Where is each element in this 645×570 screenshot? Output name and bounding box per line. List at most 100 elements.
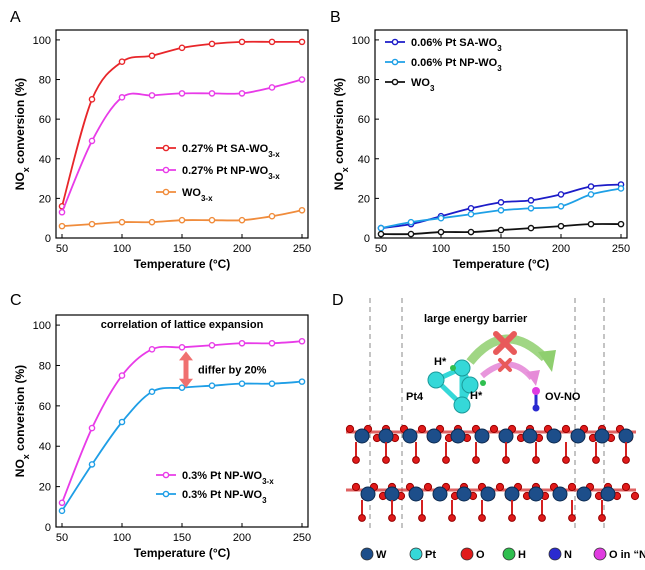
data-point	[527, 224, 535, 232]
data-point	[208, 40, 216, 48]
data-point	[268, 84, 276, 91]
x-tick-label: 250	[293, 532, 311, 544]
difference-arrowhead-up	[179, 351, 193, 361]
data-point	[268, 38, 276, 46]
y-tick-label: 20	[358, 193, 370, 205]
n-atom	[532, 404, 540, 412]
h-atom-left	[450, 365, 456, 371]
data-point	[118, 94, 126, 101]
data-point	[238, 90, 246, 97]
data-point	[557, 222, 565, 230]
y-tick-label: 100	[33, 35, 51, 47]
data-point	[178, 44, 186, 52]
data-point	[298, 378, 306, 385]
x-tick-label: 150	[492, 243, 510, 255]
data-point	[437, 228, 445, 236]
panel-letter-c: C	[10, 292, 22, 309]
data-point	[298, 76, 306, 83]
data-point	[148, 346, 156, 353]
legend-swatch-marker	[162, 471, 170, 479]
atom-legend-label: H	[518, 549, 526, 561]
x-tick-label: 150	[173, 243, 191, 255]
data-point	[587, 220, 595, 228]
atom-legend-label: O	[476, 549, 485, 561]
data-point	[118, 372, 126, 379]
x-tick-label: 200	[233, 243, 251, 255]
data-point	[178, 90, 186, 97]
y-tick-label: 80	[39, 360, 51, 372]
data-point	[377, 230, 385, 238]
legend-swatch-marker	[162, 490, 170, 498]
data-point	[208, 382, 216, 389]
atom-legend-swatch	[593, 547, 607, 561]
label-h-right: H*	[470, 390, 483, 402]
x-tick-label: 50	[375, 243, 387, 255]
y-axis-title: NOx conversion (%)	[13, 365, 31, 477]
data-point	[467, 228, 475, 236]
data-point	[497, 226, 505, 234]
atom-legend-swatch	[548, 547, 562, 561]
data-point	[557, 203, 565, 210]
y-tick-label: 20	[39, 193, 51, 205]
legend-swatch-marker	[162, 144, 170, 152]
data-point	[298, 206, 306, 214]
h-atom-right	[480, 380, 486, 386]
x-tick-label: 50	[56, 243, 68, 255]
chart-annotation-title: correlation of lattice expansion	[101, 319, 264, 331]
data-point	[178, 344, 186, 351]
data-point	[208, 341, 216, 349]
difference-arrowhead-down	[179, 378, 193, 388]
atom-legend-label: W	[376, 549, 387, 561]
atom-legend-label: Pt	[425, 549, 436, 561]
atom-legend-label: N	[564, 549, 572, 561]
data-point	[88, 96, 96, 103]
data-point	[238, 380, 246, 387]
legend-swatch-marker	[391, 78, 399, 86]
data-point	[148, 52, 156, 60]
blocked-x-small	[498, 358, 512, 372]
y-tick-label: 60	[39, 401, 51, 413]
difference-label: differ by 20%	[198, 365, 267, 377]
legend-label: 0.27% Pt SA-WO3-x	[182, 143, 280, 159]
data-point	[587, 191, 595, 198]
data-point	[118, 58, 126, 65]
atom-legend-swatch	[360, 547, 374, 561]
x-tick-label: 50	[56, 532, 68, 544]
x-tick-label: 100	[113, 243, 131, 255]
data-point	[178, 384, 186, 391]
data-point	[587, 183, 595, 190]
series-line	[61, 40, 303, 207]
schematic-title: large energy barrier	[424, 313, 528, 325]
legend-swatch-marker	[162, 188, 170, 196]
data-point	[407, 230, 415, 238]
x-tick-label: 100	[113, 532, 131, 544]
atom-legend-swatch	[409, 547, 423, 561]
legend-label: 0.06% Pt NP-WO3	[411, 57, 502, 73]
o-in-no-atom	[532, 387, 540, 395]
pt4-cluster	[427, 359, 479, 414]
data-point	[88, 220, 96, 228]
panel-letter-b: B	[330, 9, 341, 26]
atom-legend-label: O in “NO”	[609, 549, 645, 561]
y-axis-title: NOx conversion (%)	[13, 78, 31, 190]
legend-label: WO3-x	[182, 187, 213, 203]
plot-frame	[55, 29, 309, 239]
data-point	[148, 218, 156, 226]
legend-label: WO3	[411, 77, 435, 93]
data-point	[437, 214, 445, 222]
legend-swatch-marker	[162, 166, 170, 174]
y-tick-label: 100	[352, 35, 370, 47]
x-axis-title: Temperature (°C)	[134, 257, 231, 271]
label-ov-no: OV-NO	[545, 391, 581, 403]
data-point	[407, 218, 415, 226]
legend-label: 0.3% Pt NP-WO3-x	[182, 470, 274, 486]
data-point	[58, 507, 66, 515]
data-point	[617, 220, 625, 228]
data-point	[298, 337, 306, 345]
y-tick-label: 40	[39, 154, 51, 166]
data-point	[178, 216, 186, 224]
data-point	[268, 380, 276, 387]
